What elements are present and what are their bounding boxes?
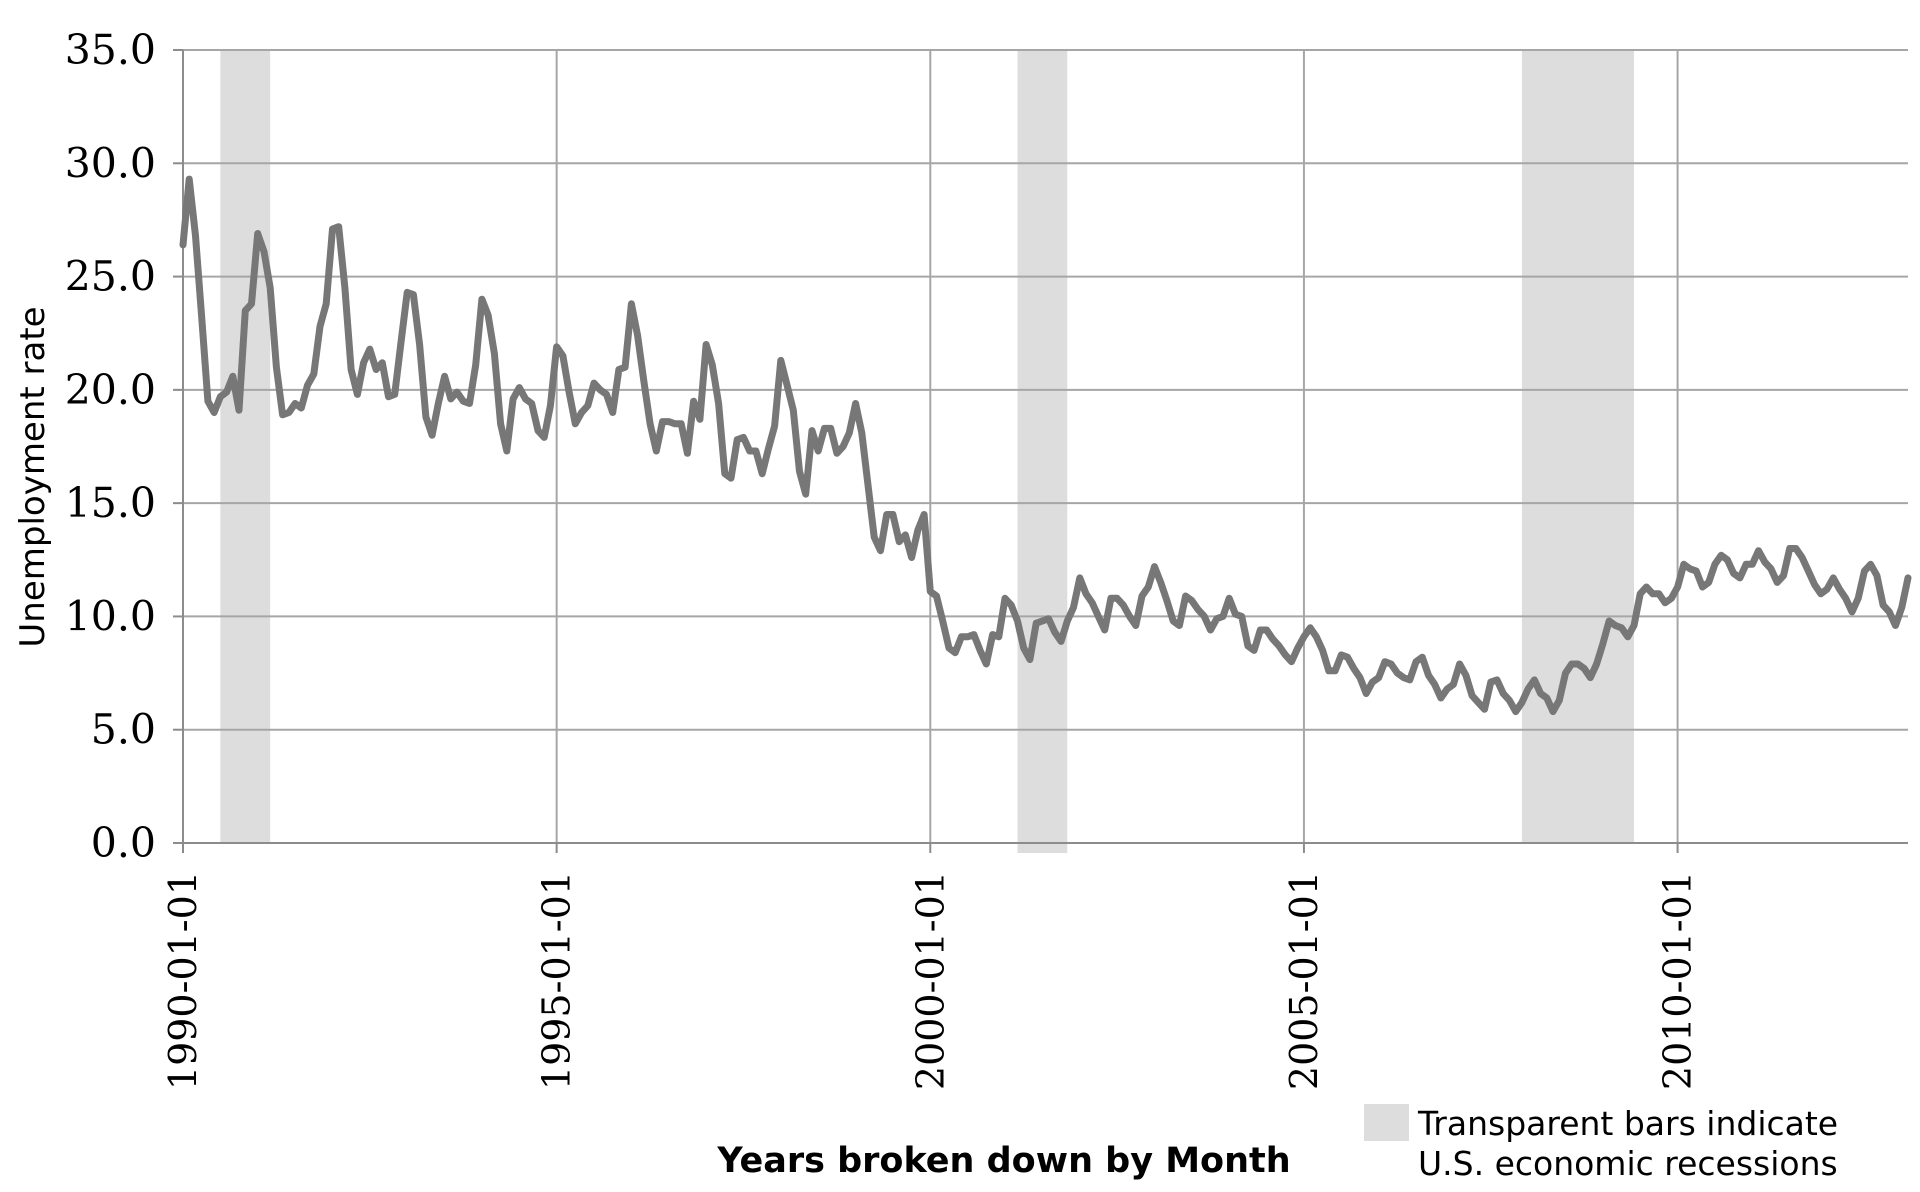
series-line — [179, 175, 1912, 716]
y-tick-label: 0.0 — [91, 819, 156, 867]
x-tick-label: 2005-01-01 — [1282, 871, 1326, 1090]
y-tick-label: 10.0 — [65, 592, 156, 640]
x-tick-labels: 1990-01-01 1995-01-01 2000-01-01 2005-01-01… — [161, 871, 1700, 1090]
series-line-layer — [179, 175, 1912, 716]
recession-bars — [220, 50, 1634, 853]
y-axis-label: Unemployment rate — [13, 306, 53, 647]
recession-bar — [1017, 50, 1068, 853]
y-tick-labels: 0.0 5.0 10.0 15.0 20.0 25.0 30.0 35.0 — [65, 26, 156, 867]
legend-text-line2: U.S. economic recessions — [1418, 1144, 1838, 1183]
legend: Transparent bars indicate U.S. economic … — [1364, 1104, 1838, 1183]
x-axis-label: Years broken down by Month — [716, 1141, 1290, 1181]
x-tick-label: 1995-01-01 — [535, 871, 579, 1090]
x-tick-label: 2010-01-01 — [1656, 871, 1700, 1090]
legend-text-line1: Transparent bars indicate — [1417, 1104, 1838, 1143]
y-tick-label: 15.0 — [65, 479, 156, 527]
y-tick-label: 20.0 — [65, 366, 156, 414]
axes — [173, 49, 1908, 853]
recession-bar — [1521, 50, 1634, 843]
recession-bar — [220, 50, 271, 843]
legend-swatch — [1364, 1104, 1409, 1141]
y-tick-label: 5.0 — [91, 706, 156, 754]
y-tick-label: 25.0 — [65, 253, 156, 301]
y-tick-label: 35.0 — [65, 26, 156, 74]
gridlines — [182, 49, 1908, 844]
y-tick-label: 30.0 — [65, 139, 156, 187]
x-tick-label: 2000-01-01 — [908, 871, 952, 1090]
x-tick-label: 1990-01-01 — [161, 871, 205, 1090]
